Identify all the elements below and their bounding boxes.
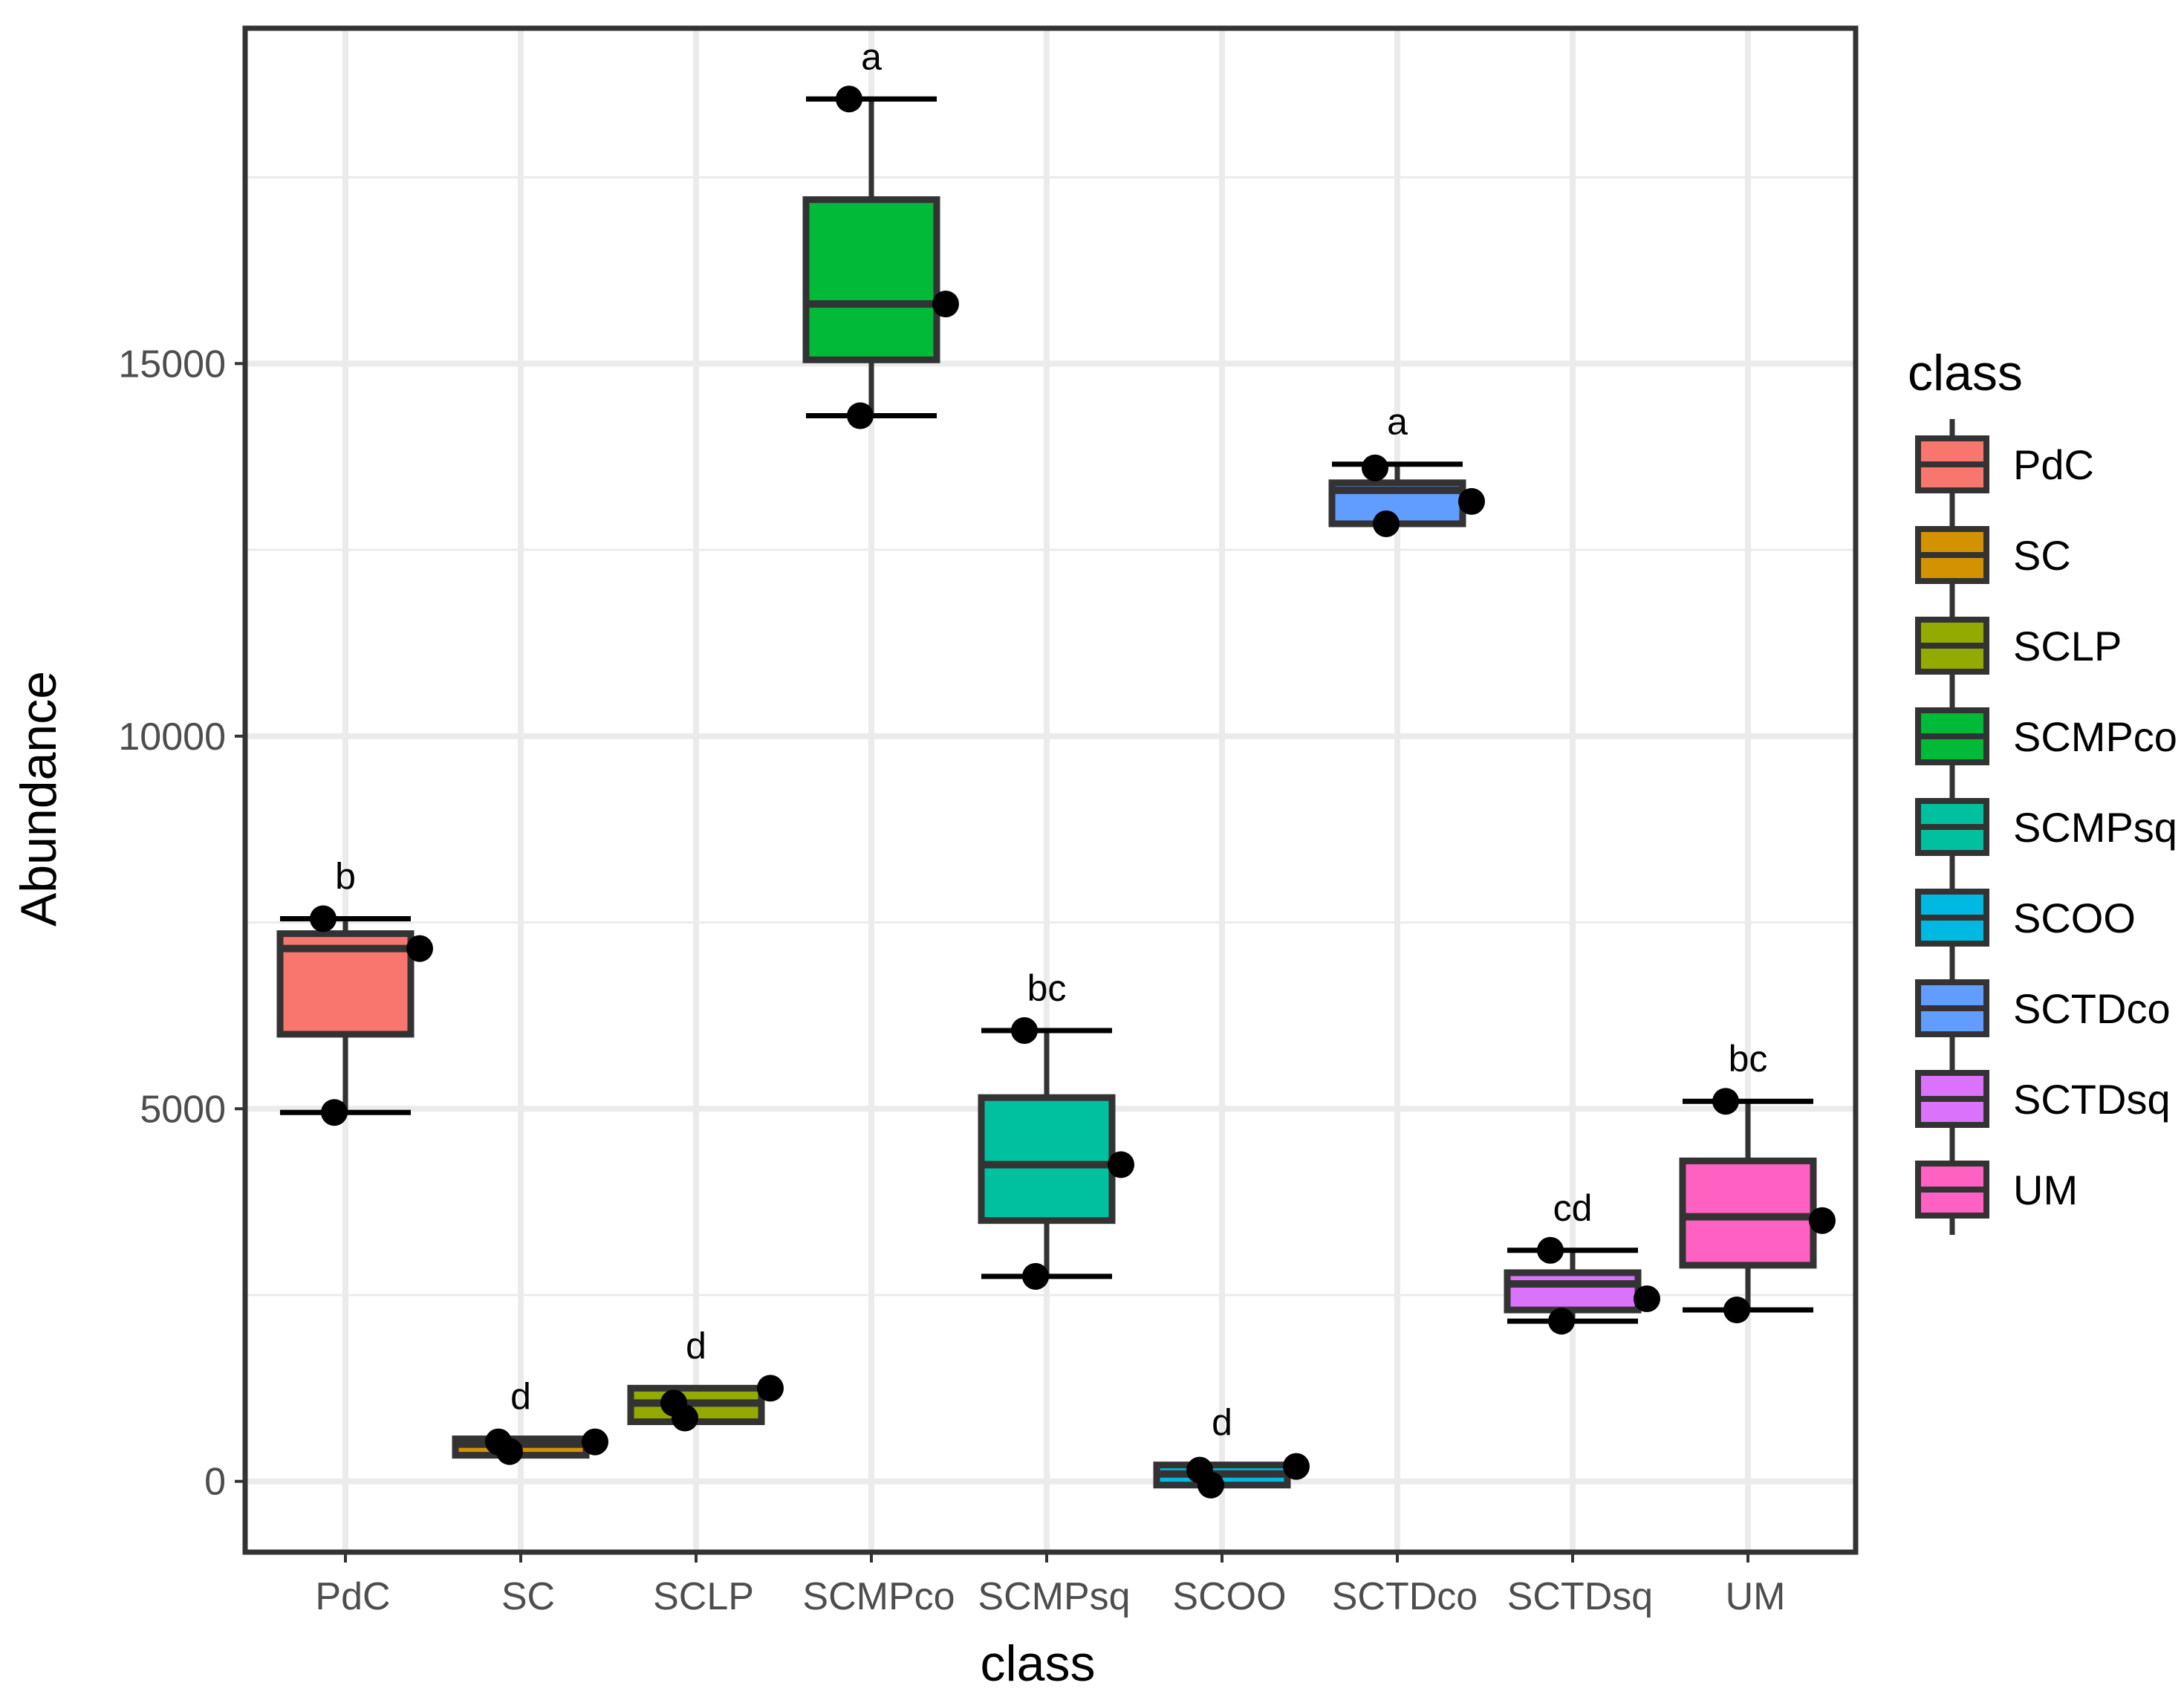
data-point: [310, 905, 337, 932]
box-sctdsq: [1504, 1248, 1642, 1324]
x-tick-label: UM: [1726, 1575, 1786, 1618]
y-axis: 0 5000 10000 15000: [118, 343, 245, 1504]
significance-letters: b d d a bc d a cd bc: [335, 36, 1767, 1443]
legend: class PdC SC SCLP SCMPco SCMPsq SCOO SCTDco SCT…: [1908, 345, 2177, 1235]
grid-major: [245, 28, 1856, 1552]
y-axis-title: Abundance: [10, 671, 67, 927]
legend-label: SCLP: [2013, 623, 2122, 669]
significance-letter: d: [1212, 1402, 1232, 1444]
y-tick-label: 15000: [118, 343, 226, 386]
data-point: [496, 1438, 523, 1465]
y-tick-label: 0: [204, 1461, 226, 1504]
legend-item-scmpsq: SCMPsq: [1915, 782, 2177, 872]
data-point: [672, 1404, 698, 1432]
data-point: [406, 935, 433, 962]
box-scmpco: [802, 96, 940, 419]
box-scmpsq: [978, 1028, 1116, 1279]
legend-label: UM: [2013, 1167, 2078, 1213]
legend-label: SCMPco: [2013, 713, 2177, 760]
box-iqr: [978, 1094, 1116, 1224]
data-point: [1809, 1207, 1836, 1234]
data-point: [1723, 1297, 1750, 1324]
data-point: [1108, 1151, 1134, 1178]
significance-letter: cd: [1553, 1187, 1593, 1229]
data-point: [582, 1428, 608, 1456]
legend-label: SCTDco: [2013, 985, 2171, 1032]
legend-item-scmpco: SCMPco: [1915, 691, 2177, 782]
legend-label: SCTDsq: [2013, 1076, 2171, 1123]
data-point: [1362, 454, 1388, 481]
legend-label: SC: [2013, 532, 2071, 579]
legend-item-sctdco: SCTDco: [1915, 963, 2171, 1054]
boxes: [276, 96, 1817, 1489]
y-tick-label: 10000: [118, 716, 226, 759]
significance-letter: bc: [1027, 967, 1067, 1009]
legend-item-sclp: SCLP: [1915, 600, 2122, 691]
legend-label: SCOO: [2013, 895, 2136, 941]
box-iqr: [1679, 1157, 1817, 1269]
data-point: [1548, 1308, 1575, 1335]
legend-label: SCMPsq: [2013, 804, 2177, 851]
data-point: [847, 402, 874, 429]
data-point: [836, 85, 862, 113]
data-point: [321, 1099, 348, 1126]
data-point: [1283, 1453, 1310, 1480]
legend-item-um: UM: [1915, 1144, 2078, 1235]
legend-label: PdC: [2013, 441, 2094, 488]
data-point: [1011, 1016, 1038, 1044]
data-point: [1022, 1262, 1049, 1290]
data-point: [1537, 1236, 1564, 1264]
significance-letter: bc: [1729, 1038, 1768, 1080]
data-point: [757, 1375, 784, 1402]
significance-letter: d: [510, 1376, 531, 1418]
x-tick-label: SC: [501, 1575, 555, 1618]
data-points: [310, 85, 1836, 1499]
x-tick-label: SCLP: [653, 1575, 754, 1618]
x-tick-label: SCMPsq: [978, 1575, 1130, 1618]
y-tick-label: 5000: [140, 1088, 226, 1131]
x-tick-label: SCMPco: [802, 1575, 955, 1618]
legend-item-pdc: PdC: [1915, 419, 2094, 510]
x-tick-label: SCOO: [1172, 1575, 1286, 1618]
box-pdc: [276, 916, 415, 1115]
box-iqr: [1504, 1269, 1642, 1314]
data-point: [1458, 487, 1485, 515]
x-tick-label: SCTDco: [1332, 1575, 1478, 1618]
significance-letter: a: [1387, 401, 1408, 443]
plot-panel-border: [242, 25, 1859, 1555]
legend-item-sctdsq: SCTDsq: [1915, 1054, 2171, 1144]
x-tick-label: SCTDsq: [1507, 1575, 1653, 1618]
x-tick-label: PdC: [315, 1575, 390, 1618]
data-point: [1634, 1285, 1660, 1313]
data-point: [1197, 1471, 1224, 1499]
data-point: [1373, 510, 1400, 537]
data-point: [1712, 1088, 1739, 1115]
significance-letter: a: [861, 36, 882, 77]
x-axis-title: class: [981, 1635, 1096, 1692]
significance-letter: b: [335, 856, 356, 898]
significance-letter: d: [686, 1325, 706, 1366]
box-iqr: [802, 196, 940, 363]
data-point: [932, 291, 959, 318]
legend-item-scoo: SCOO: [1915, 872, 2136, 963]
legend-title: class: [1908, 345, 2023, 401]
x-axis: PdC SC SCLP SCMPco SCMPsq SCOO SCTDco SCTDsq UM: [315, 1552, 1785, 1618]
legend-item-sc: SC: [1915, 510, 2071, 600]
box-um: [1679, 1098, 1817, 1313]
